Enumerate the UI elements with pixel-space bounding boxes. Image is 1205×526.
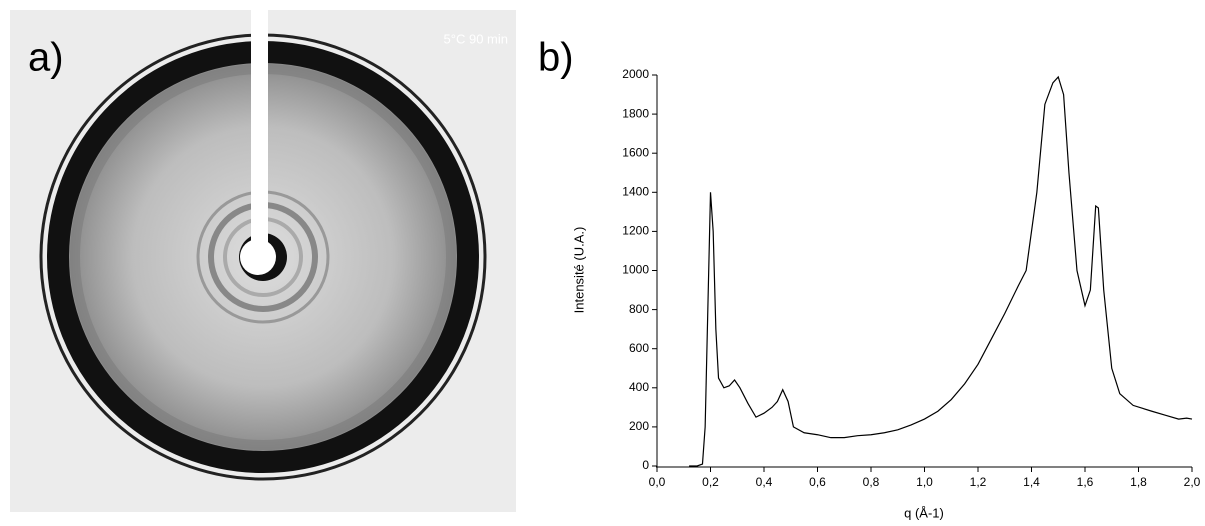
annotation: 5°C 90 min [444,31,508,46]
x-tick-label: 0,2 [702,475,719,489]
x-tick-label: 0,6 [809,475,826,489]
y-tick-label: 200 [629,419,649,433]
beam-stop [240,239,276,275]
x-tick-label: 0,8 [863,475,880,489]
y-tick-label: 400 [629,380,649,394]
y-tick-label: 1000 [622,263,649,277]
diffraction-image: a) 5°C 90 min [10,10,516,512]
panel-label: b) [538,36,574,80]
x-tick-label: 0,4 [756,475,773,489]
y-tick-label: 0 [642,458,649,472]
x-tick-label: 1,8 [1130,475,1147,489]
y-tick-label: 1600 [622,145,649,159]
y-axis-label: Intensité (U.A.) [571,227,586,314]
y-tick-label: 600 [629,341,649,355]
panel-label: a) [28,36,64,80]
x-axis-label: q (Å-1) [904,505,944,520]
beam-stop [251,10,268,250]
x-tick-label: 1,0 [916,475,933,489]
y-tick-label: 2000 [622,67,649,81]
x-tick-label: 1,6 [1077,475,1094,489]
y-tick-label: 800 [629,302,649,316]
line [689,75,1193,467]
y-tick-label: 1400 [622,184,649,198]
x-tick-label: 0,0 [649,475,666,489]
x-tick-label: 1,4 [1023,475,1040,489]
y-tick-label: 1800 [622,106,649,120]
x-tick-label: 2,0 [1184,475,1201,489]
y-tick-label: 1200 [622,224,649,238]
x-tick-label: 1,2 [970,475,987,489]
